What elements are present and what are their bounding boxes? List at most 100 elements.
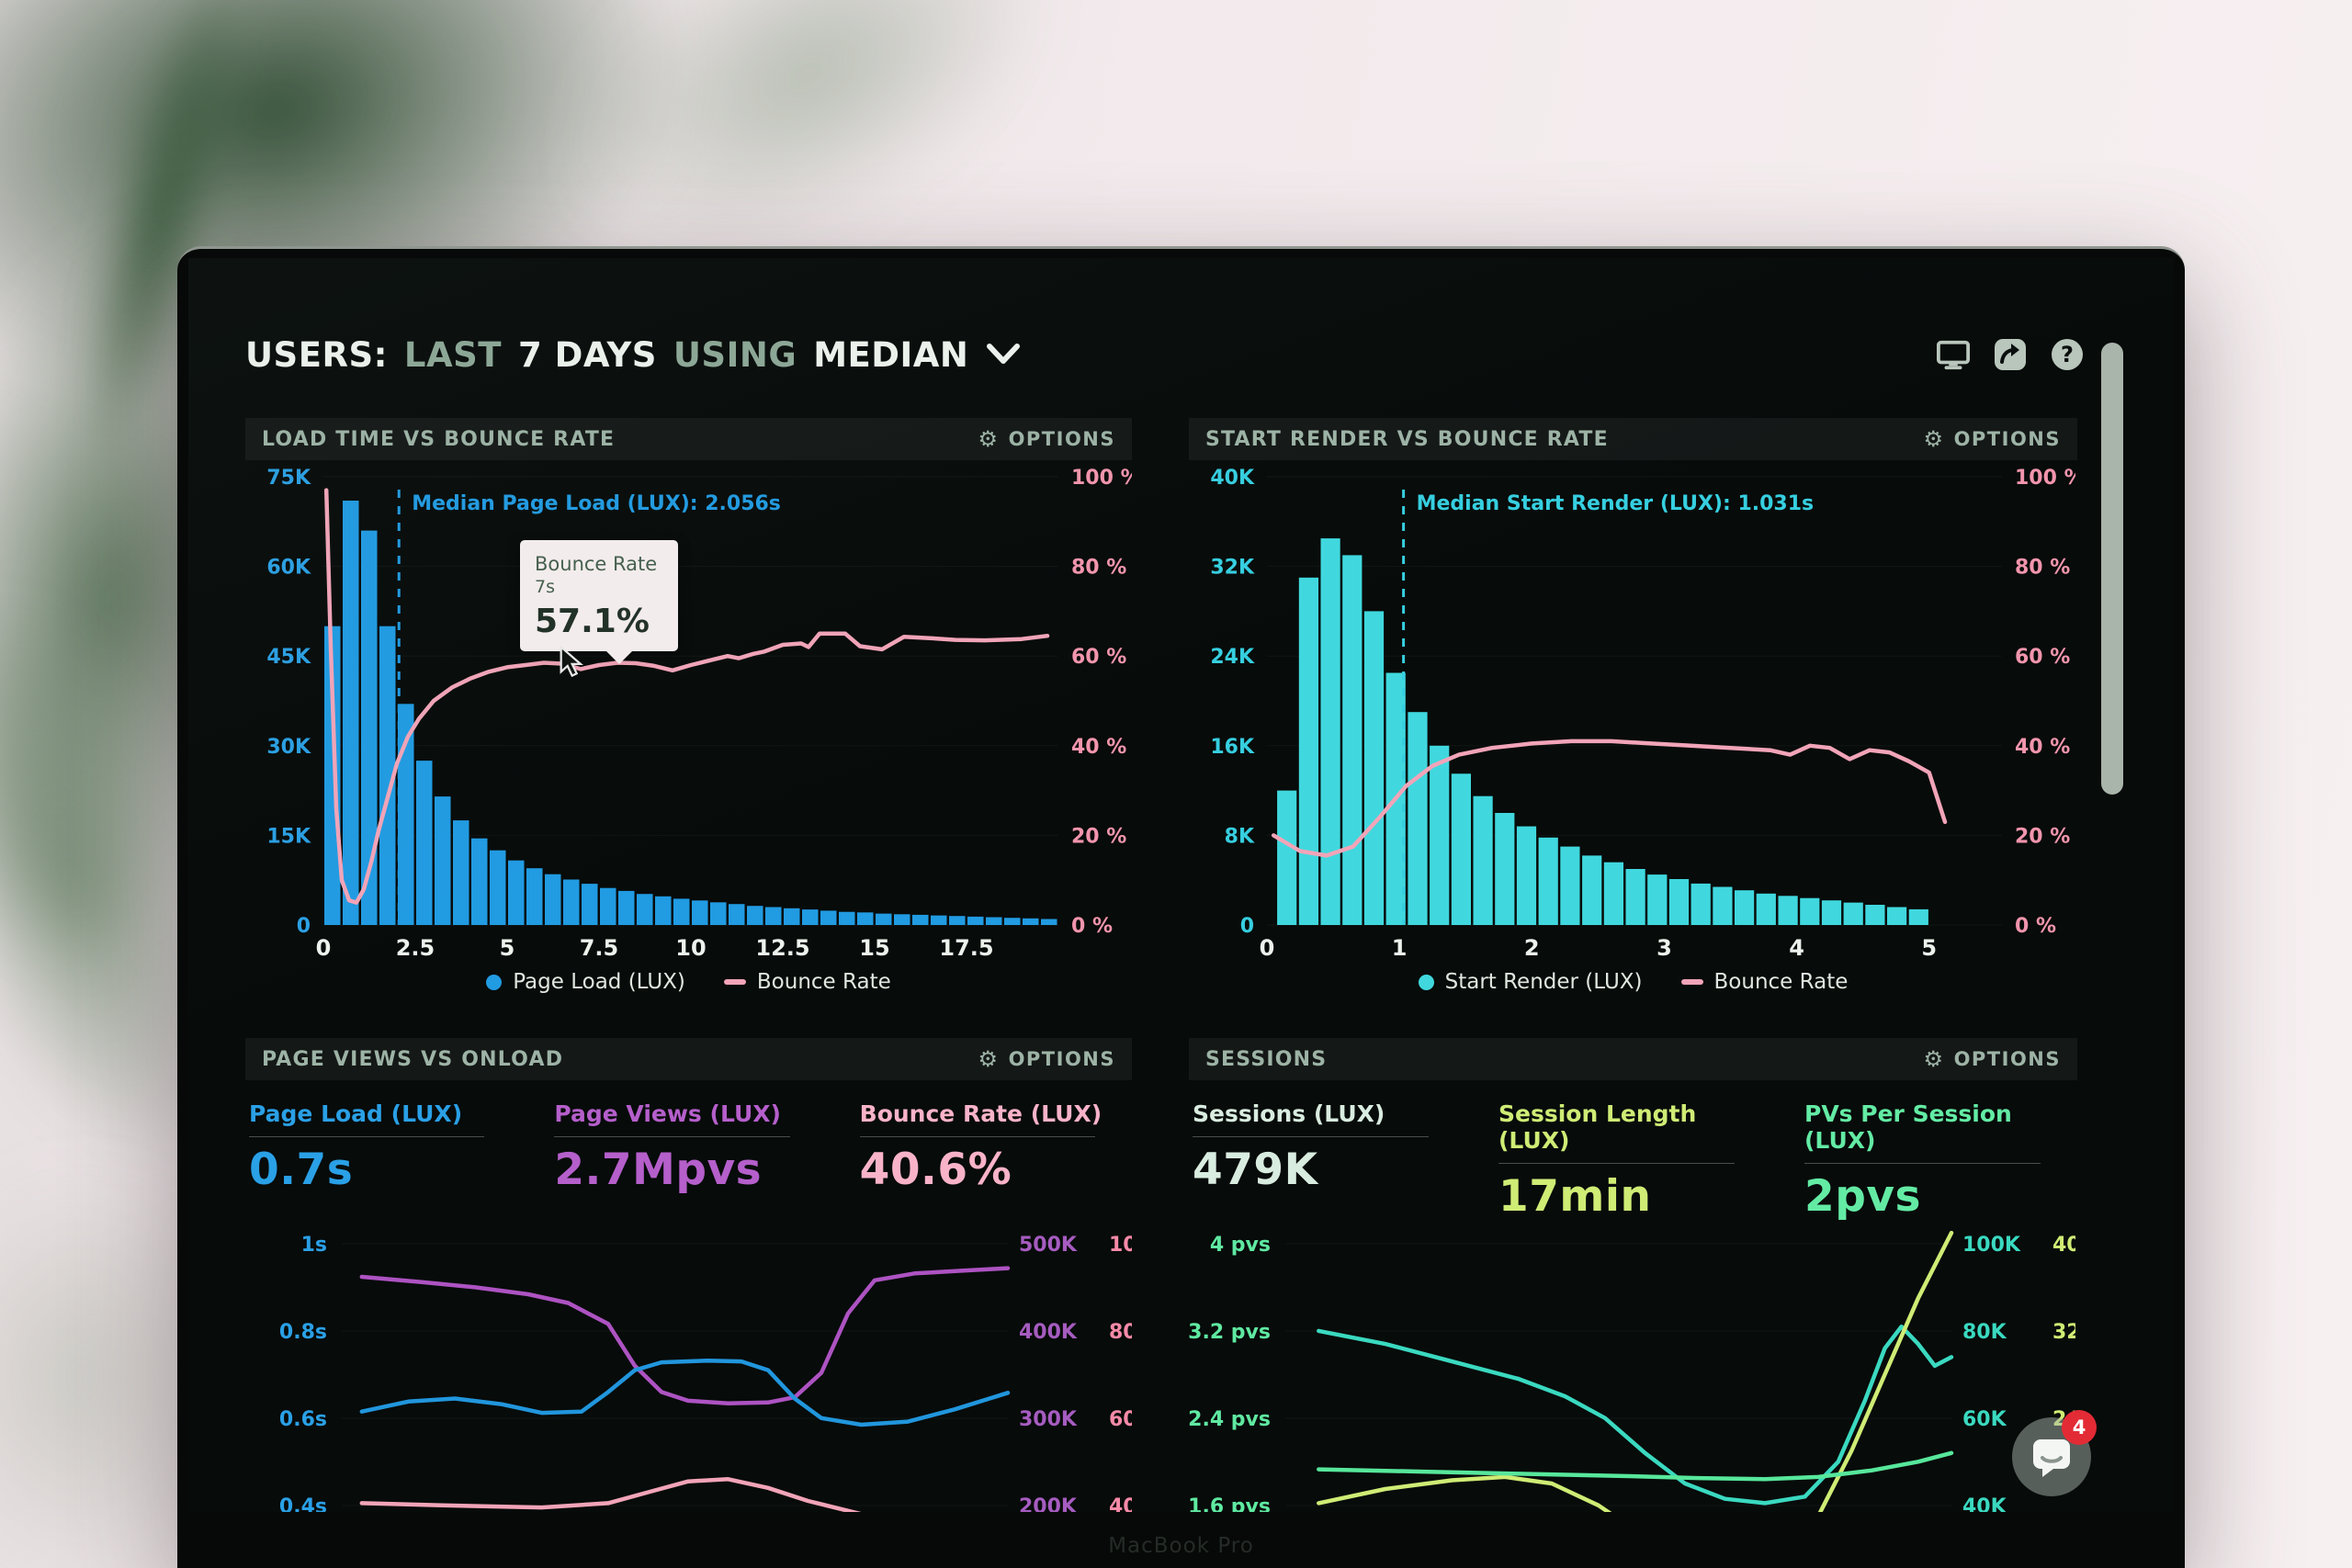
- bounce-rate-line: [323, 488, 1050, 905]
- x-axis-tick: 12.5: [755, 935, 809, 961]
- median-annotation: Median Start Render (LUX): 1.031s: [1417, 492, 1815, 515]
- legend-item[interactable]: Start Render (LUX): [1418, 970, 1643, 994]
- bounce-rate-line: [1271, 739, 1948, 858]
- histogram-bar: [618, 890, 635, 925]
- y-axis-left-tick: 60K: [266, 557, 311, 580]
- share-icon[interactable]: [1994, 338, 2027, 371]
- histogram-bar: [526, 868, 543, 925]
- options-button[interactable]: ⚙ OPTIONS: [1923, 1046, 2061, 1072]
- histogram-bar: [1473, 795, 1493, 925]
- histogram-bar: [600, 887, 616, 925]
- laptop: USERS: LAST 7 DAYS USING MEDIAN: [177, 246, 2185, 1568]
- chat-bubble-icon: [2033, 1439, 2070, 1477]
- start-render-histogram-chart[interactable]: 40K 100 % 32K 80 % 24K 60 % 16K 40 % 8K 20 % 0 0 % 0…: [1189, 466, 2084, 970]
- header-icons: ?: [1937, 338, 2084, 371]
- histogram-bar: [1843, 902, 1863, 925]
- histogram-bar: [802, 909, 819, 925]
- load-time-histogram-chart[interactable]: 75K 100 % 60K 80 % 45K 60 % 30K 40 % 15K 20 % 0 0 %…: [245, 466, 1140, 970]
- y-axis-right-tick: 100 %: [1071, 467, 1132, 490]
- metrics-row: Page Load (LUX) 0.7s Page Views (LUX) 2.…: [245, 1086, 1132, 1207]
- series-line: [1317, 1230, 1954, 1512]
- x-axis-tick: 5: [500, 935, 515, 961]
- sessions-line-chart[interactable]: 4 pvs 100K 40 min 3.2 pvs 80K 32 min 2.4 pvs 60…: [1188, 1207, 2130, 1512]
- svg-text:?: ?: [2061, 342, 2074, 367]
- histogram-bar: [471, 838, 488, 925]
- histogram-bar: [986, 917, 1002, 925]
- y-axis-right-tick: 60K: [1962, 1408, 2007, 1431]
- chart-legend: Page Load (LUX) Bounce Rate: [245, 970, 1132, 994]
- legend-dot-marker: [1418, 974, 1434, 990]
- y-axis-left-tick: 16K: [1210, 736, 1255, 759]
- histogram-bar: [931, 915, 947, 925]
- y-axis-left-tick: 0.6s: [279, 1408, 327, 1431]
- panel-title: LOAD TIME VS BOUNCE RATE: [262, 427, 616, 451]
- y-axis-right-tick: 40 %: [2015, 736, 2070, 759]
- y-axis-right-tick: 100 %: [2015, 467, 2075, 490]
- histogram-bar: [1004, 918, 1021, 925]
- y-axis-right-tick: 40 %: [1071, 736, 1126, 759]
- histogram-bar: [379, 626, 396, 925]
- options-button[interactable]: ⚙ OPTIONS: [978, 426, 1115, 452]
- scrollbar-thumb[interactable]: [2101, 343, 2123, 795]
- gear-icon: ⚙: [978, 1046, 1000, 1072]
- median-annotation: Median Page Load (LUX): 2.056s: [412, 492, 781, 515]
- series-line: [1317, 1450, 1954, 1482]
- y-axis-right-tick: 80 %: [1071, 557, 1126, 580]
- panel-title: SESSIONS: [1205, 1047, 1328, 1071]
- y-axis-left-tick: 40K: [1210, 467, 1255, 490]
- histogram-bar: [1908, 908, 1928, 925]
- x-axis-tick: 4: [1789, 935, 1804, 961]
- legend-dot-marker: [486, 974, 503, 990]
- y-axis-left-tick: 15K: [266, 825, 311, 848]
- histogram-bar: [1041, 919, 1057, 925]
- dashboard-header: USERS: LAST 7 DAYS USING MEDIAN: [245, 326, 2084, 383]
- y-axis-right-tick: 500K: [1019, 1234, 1078, 1257]
- series-line: [359, 1266, 1011, 1405]
- display-icon[interactable]: [1937, 338, 1970, 371]
- histogram-bar: [820, 910, 837, 925]
- y-axis-right-tick: 20 %: [2015, 825, 2070, 848]
- histogram-bar: [894, 914, 910, 925]
- legend-dash-marker: [723, 979, 746, 985]
- histogram-bar: [637, 894, 653, 925]
- histogram-bar: [1713, 886, 1733, 925]
- histogram-bar: [1538, 837, 1558, 925]
- y-axis-right-tick: 32 min: [2052, 1321, 2075, 1344]
- legend-item[interactable]: Bounce Rate: [1680, 970, 1848, 994]
- y-axis-left-tick: 0: [297, 915, 311, 938]
- options-button[interactable]: ⚙ OPTIONS: [1923, 426, 2061, 452]
- title-segment: 7 DAYS: [518, 334, 657, 375]
- y-axis-right-tick: 80 %: [2015, 557, 2070, 580]
- y-axis-right-tick: 80K: [1962, 1321, 2007, 1344]
- bounce-rate-tooltip: Bounce Rate 7s 57.1%: [520, 540, 678, 664]
- histogram-bar: [1408, 712, 1428, 925]
- y-axis-left-tick: 32K: [1210, 557, 1255, 580]
- histogram-bar: [1342, 555, 1363, 925]
- histogram-bar: [1298, 577, 1318, 925]
- options-button[interactable]: ⚙ OPTIONS: [978, 1046, 1115, 1072]
- y-axis-right-tick: 100K: [1962, 1234, 2021, 1257]
- metric-underline: [1193, 1136, 1429, 1137]
- x-axis-tick: 0: [1260, 935, 1275, 961]
- gear-icon: ⚙: [1923, 1046, 1945, 1072]
- help-icon[interactable]: ?: [2051, 338, 2084, 371]
- y-axis-left-tick: 1.6 pvs: [1189, 1495, 1271, 1512]
- chat-widget-button[interactable]: 4: [2012, 1410, 2097, 1496]
- mouse-cursor: [558, 644, 585, 681]
- load-time-vs-bounce-rate-svg: 75K 100 % 60K 80 % 45K 60 % 30K 40 % 15K 20 % 0 0 %…: [266, 467, 1140, 961]
- y-axis-right-tick: 80%: [1109, 1321, 1132, 1344]
- legend-item[interactable]: Bounce Rate: [723, 970, 891, 994]
- y-axis-left-tick: 30K: [266, 736, 311, 759]
- metric-page-views: Page Views (LUX) 2.7Mpvs: [554, 1100, 817, 1203]
- legend-item[interactable]: Page Load (LUX): [486, 970, 685, 994]
- histogram-bar: [655, 896, 672, 925]
- x-axis-tick: 15: [859, 935, 889, 961]
- series-line: [359, 1358, 1011, 1427]
- histogram-bar: [416, 761, 433, 925]
- metric-underline: [554, 1136, 790, 1137]
- panel-title: START RENDER VS BOUNCE RATE: [1205, 427, 1609, 451]
- y-axis-right-tick: 0 %: [2015, 915, 2056, 938]
- users-range-dropdown[interactable]: USERS: LAST 7 DAYS USING MEDIAN: [245, 335, 1025, 375]
- histogram-bar: [967, 916, 984, 925]
- page-views-line-chart[interactable]: 1s 500K 100% 0.8s 400K 80% 0.6s 300K 60% 0.4s 200K…: [245, 1207, 1171, 1512]
